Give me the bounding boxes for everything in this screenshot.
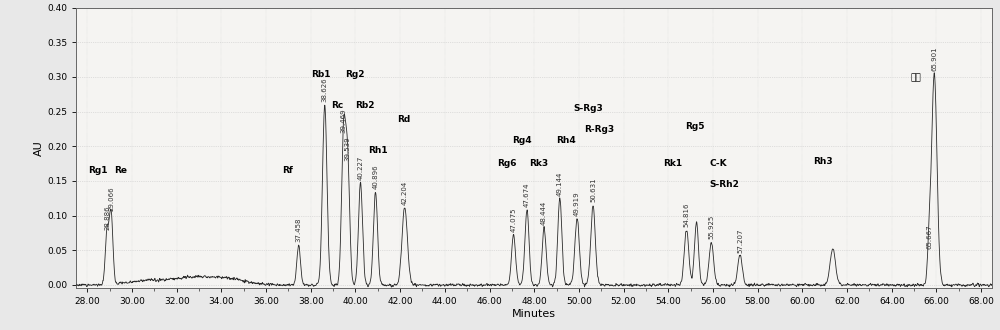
Text: 42.204: 42.204 <box>402 180 408 205</box>
Text: Rh4: Rh4 <box>557 136 576 145</box>
Text: R-Rg3: R-Rg3 <box>585 125 615 134</box>
Text: Rg5: Rg5 <box>685 122 705 131</box>
Text: 55.925: 55.925 <box>708 215 714 239</box>
Text: 28.886: 28.886 <box>104 206 110 230</box>
Text: 49.144: 49.144 <box>557 171 563 196</box>
Text: 50.631: 50.631 <box>590 178 596 203</box>
Text: Rd: Rd <box>397 115 410 124</box>
Text: Rb1: Rb1 <box>311 70 330 79</box>
X-axis label: Minutes: Minutes <box>512 309 556 319</box>
Text: 54.816: 54.816 <box>684 202 690 227</box>
Text: 48.444: 48.444 <box>541 201 547 225</box>
Text: 38.626: 38.626 <box>322 77 328 102</box>
Text: 苷元: 苷元 <box>911 74 922 82</box>
Text: S-Rg3: S-Rg3 <box>573 104 603 113</box>
Text: 65.901: 65.901 <box>931 46 937 71</box>
Text: C-K: C-K <box>710 159 727 169</box>
Text: 49.919: 49.919 <box>574 192 580 216</box>
Text: Rh3: Rh3 <box>814 157 833 166</box>
Text: 39.539: 39.539 <box>345 136 351 161</box>
Text: Re: Re <box>114 166 127 176</box>
Text: 47.075: 47.075 <box>511 208 517 232</box>
Text: 39.469: 39.469 <box>341 109 347 133</box>
Text: 57.207: 57.207 <box>737 229 743 253</box>
Text: Rg4: Rg4 <box>512 136 531 145</box>
Text: Rk1: Rk1 <box>663 159 682 169</box>
Y-axis label: AU: AU <box>34 140 44 156</box>
Text: Rb2: Rb2 <box>355 101 375 110</box>
Text: 29.066: 29.066 <box>108 187 114 212</box>
Text: 65.667: 65.667 <box>926 224 932 249</box>
Text: Rg2: Rg2 <box>345 70 365 79</box>
Text: S-Rh2: S-Rh2 <box>710 180 740 189</box>
Text: Rf: Rf <box>282 166 293 176</box>
Text: 40.896: 40.896 <box>372 164 378 189</box>
Text: Rg6: Rg6 <box>497 159 517 169</box>
Text: Rc: Rc <box>331 101 343 110</box>
Text: Rg1: Rg1 <box>88 166 108 176</box>
Text: 37.458: 37.458 <box>296 217 302 242</box>
Text: Rh1: Rh1 <box>368 146 387 155</box>
Text: 40.227: 40.227 <box>358 155 364 180</box>
Text: 47.674: 47.674 <box>524 183 530 207</box>
Text: Rk3: Rk3 <box>529 159 548 169</box>
